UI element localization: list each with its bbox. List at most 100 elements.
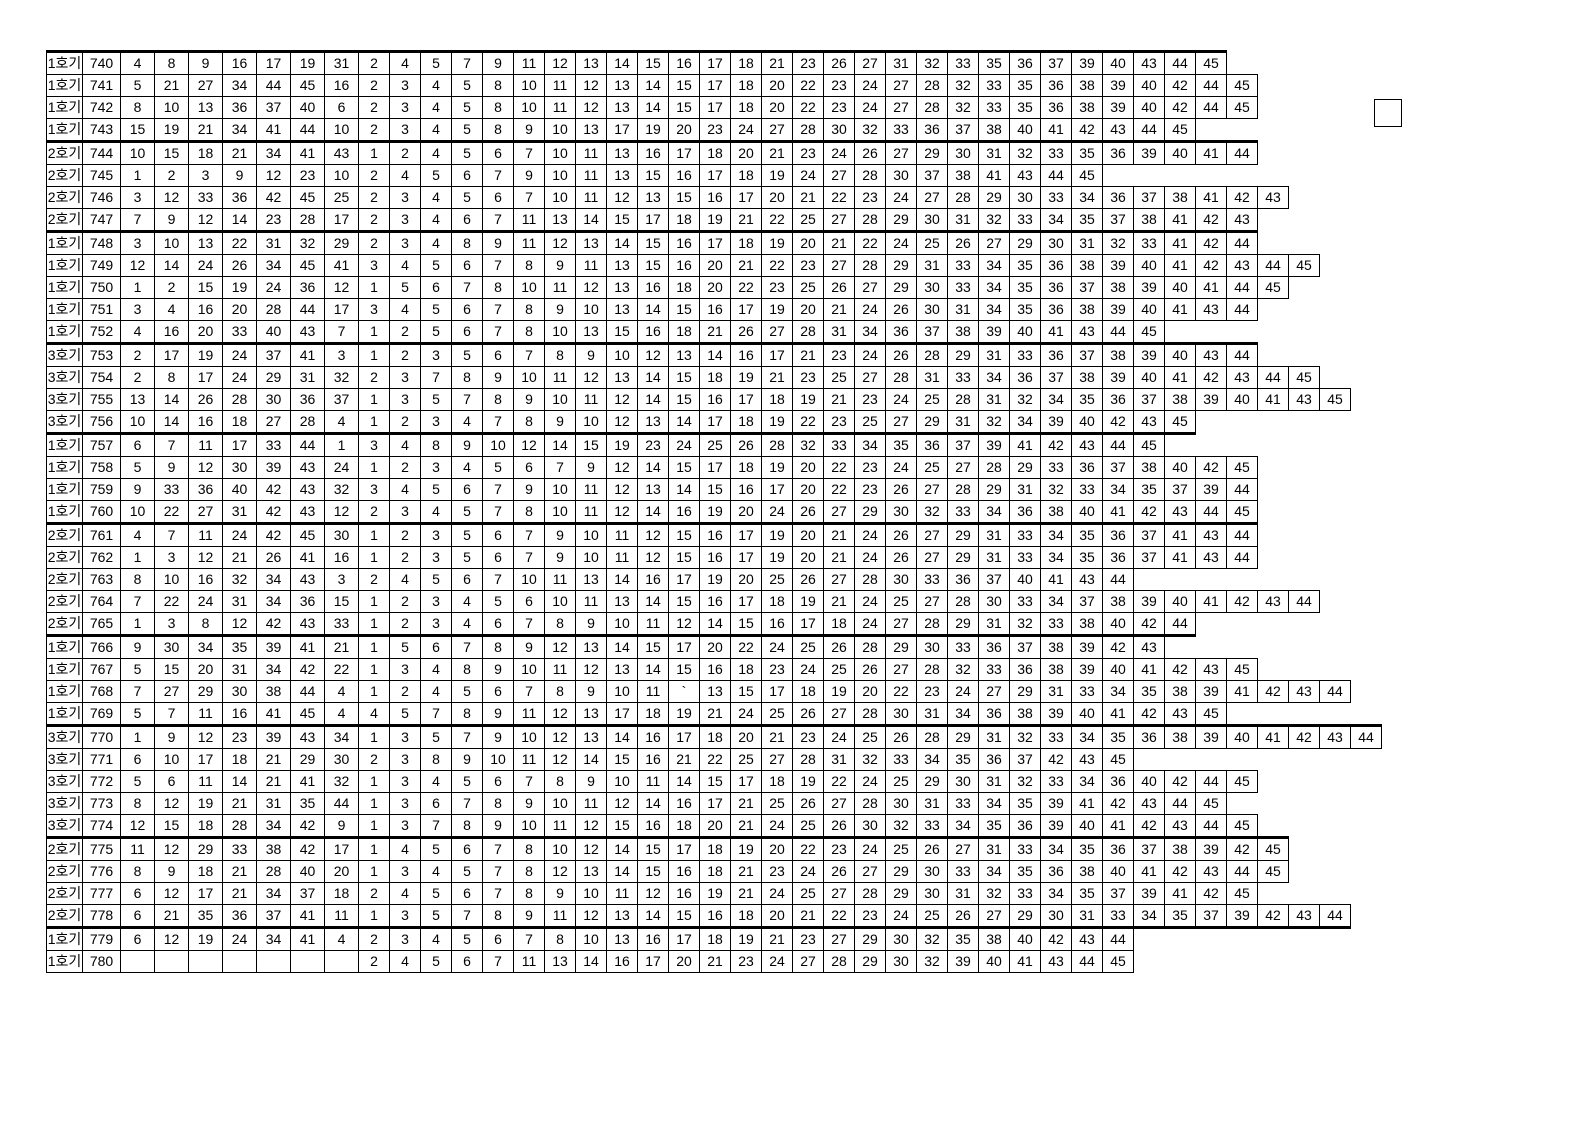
candidate-number: 9 bbox=[451, 748, 483, 771]
candidate-number: 19 bbox=[761, 456, 793, 479]
candidate-number: 25 bbox=[823, 658, 855, 681]
candidate-number: 34 bbox=[978, 500, 1010, 525]
candidate-number: 33 bbox=[1102, 904, 1134, 929]
draw-number: 764 bbox=[82, 590, 121, 613]
candidate-number: 42 bbox=[1164, 96, 1196, 119]
candidate-number: 39 bbox=[947, 950, 979, 973]
candidate-number: 23 bbox=[823, 410, 855, 435]
candidate-number: 41 bbox=[1164, 366, 1196, 389]
main-ball: 14 bbox=[154, 254, 189, 277]
candidate-number: 16 bbox=[637, 140, 669, 165]
candidate-number-hit: 23 bbox=[792, 724, 824, 749]
main-ball: 13 bbox=[120, 388, 155, 411]
candidate-number: 44 bbox=[1257, 254, 1289, 277]
candidate-number: 27 bbox=[854, 860, 886, 883]
candidate-number-hit: 19 bbox=[730, 926, 762, 951]
candidate-number: 4 bbox=[420, 860, 452, 883]
candidate-number: 8 bbox=[482, 276, 514, 299]
candidate-number: 22 bbox=[699, 748, 731, 771]
candidate-number: 16 bbox=[699, 522, 731, 547]
candidate-number: 17 bbox=[730, 388, 762, 411]
candidate-number: 38 bbox=[1164, 186, 1196, 209]
candidate-number: 42 bbox=[1102, 792, 1134, 815]
candidate-number: 15 bbox=[668, 388, 700, 411]
main-ball: 18 bbox=[222, 748, 257, 771]
candidate-number: 20 bbox=[730, 140, 762, 165]
machine-group-label: 1호기 bbox=[46, 456, 83, 479]
candidate-number: 4 bbox=[420, 770, 452, 793]
table-row: 3호기 773 8 12 19 21 31 35 44 1 3 6 7 8 9 10 11 12 14 16 17 21 2… bbox=[46, 792, 1382, 815]
candidate-number: 20 bbox=[699, 254, 731, 277]
candidate-number: 25 bbox=[885, 590, 917, 613]
candidate-number: 27 bbox=[947, 456, 979, 479]
candidate-number: 35 bbox=[978, 814, 1010, 839]
candidate-number-hit: 42 bbox=[1226, 836, 1258, 861]
main-ball: 16 bbox=[188, 568, 223, 591]
candidate-number: 35 bbox=[1071, 882, 1103, 905]
candidate-number: 11 bbox=[575, 140, 607, 165]
main-ball: 36 bbox=[290, 388, 325, 411]
empty-stray-box[interactable] bbox=[1374, 99, 1402, 127]
main-ball: 12 bbox=[154, 792, 189, 815]
candidate-number: 25 bbox=[885, 836, 917, 861]
candidate-number: 33 bbox=[1009, 342, 1041, 367]
candidate-number-hit: 22 bbox=[854, 230, 886, 255]
candidate-number: 28 bbox=[792, 118, 824, 143]
candidate-number: 37 bbox=[1133, 836, 1165, 861]
candidate-number: 14 bbox=[606, 568, 638, 591]
candidate-number: 27 bbox=[823, 164, 855, 187]
main-ball: 39 bbox=[256, 456, 291, 479]
candidate-number: 21 bbox=[823, 298, 855, 321]
candidate-number: 39 bbox=[1226, 904, 1258, 929]
candidate-number-hit: 42 bbox=[1133, 612, 1165, 637]
candidate-number: 25 bbox=[699, 432, 731, 457]
candidate-number: 22 bbox=[792, 74, 824, 97]
candidate-number: 41 bbox=[1164, 522, 1196, 547]
candidate-number: 3 bbox=[389, 770, 421, 793]
candidate-number-hit: 4 bbox=[451, 410, 483, 435]
candidate-number: 27 bbox=[823, 882, 855, 905]
candidate-number-hit: 21 bbox=[823, 546, 855, 569]
main-ball: 15 bbox=[154, 140, 189, 165]
candidate-number: 38 bbox=[1133, 456, 1165, 479]
candidate-number: 9 bbox=[544, 410, 576, 435]
machine-group-label: 1호기 bbox=[46, 634, 83, 659]
candidate-number: 43 bbox=[1257, 590, 1289, 613]
candidate-number: 15 bbox=[637, 836, 669, 861]
candidate-number: 20 bbox=[730, 500, 762, 525]
candidate-number: 29 bbox=[978, 186, 1010, 209]
candidate-number: 7 bbox=[451, 724, 483, 749]
main-ball: 19 bbox=[154, 118, 189, 143]
candidate-number: 1 bbox=[358, 792, 390, 815]
candidate-number: 12 bbox=[606, 410, 638, 435]
main-ball: 42 bbox=[290, 658, 325, 681]
main-ball: 10 bbox=[120, 410, 155, 435]
candidate-number: 12 bbox=[544, 50, 576, 75]
candidate-number-hit: 5 bbox=[451, 74, 483, 97]
candidate-number: 18 bbox=[668, 276, 700, 299]
candidate-number-hit: 3 bbox=[420, 612, 452, 637]
candidate-number: 41 bbox=[1164, 882, 1196, 905]
candidate-number: 6 bbox=[451, 298, 483, 321]
candidate-number: 36 bbox=[1009, 500, 1041, 525]
candidate-number-hit: 12 bbox=[575, 276, 607, 299]
candidate-number-hit: 9 bbox=[575, 456, 607, 479]
bonus-ball: 32 bbox=[324, 478, 359, 501]
candidate-number: 28 bbox=[978, 456, 1010, 479]
main-ball: 8 bbox=[188, 612, 223, 637]
candidate-number: 41 bbox=[1164, 230, 1196, 255]
candidate-number: 33 bbox=[1040, 456, 1072, 479]
candidate-number: 8 bbox=[544, 926, 576, 951]
main-ball: 26 bbox=[188, 388, 223, 411]
candidate-number: 26 bbox=[823, 814, 855, 839]
candidate-number: 11 bbox=[513, 230, 545, 255]
candidate-number: 43 bbox=[1040, 950, 1072, 973]
main-ball: 21 bbox=[256, 770, 291, 793]
candidate-number: 9 bbox=[544, 882, 576, 905]
candidate-number: 41 bbox=[1133, 860, 1165, 883]
candidate-number: 7 bbox=[513, 926, 545, 951]
candidate-number: 25 bbox=[761, 702, 793, 727]
candidate-number: 6 bbox=[451, 254, 483, 277]
candidate-number: 28 bbox=[792, 748, 824, 771]
candidate-number: 3 bbox=[389, 724, 421, 749]
